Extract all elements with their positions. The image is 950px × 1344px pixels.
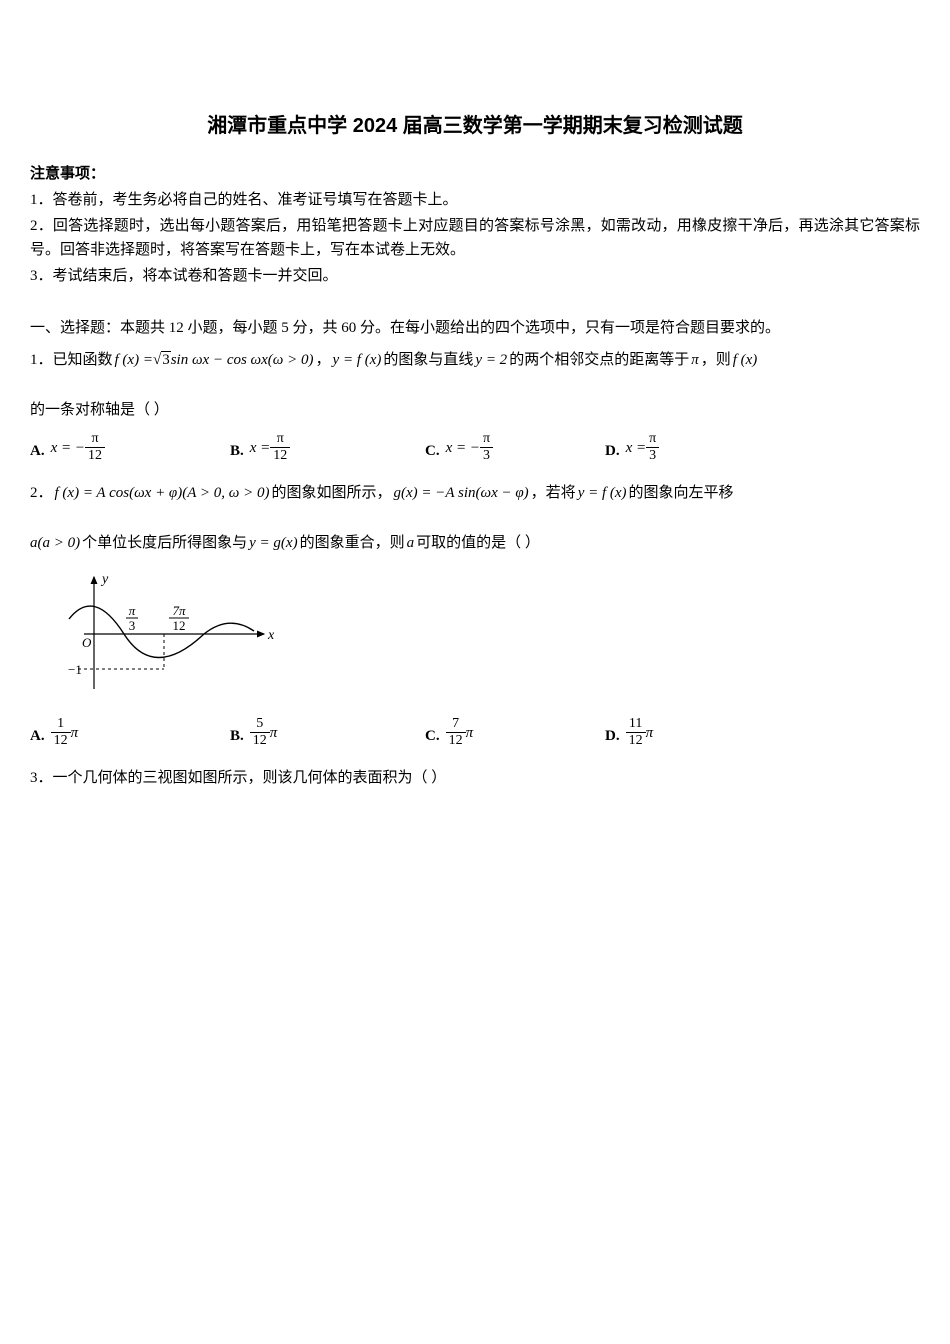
graph-y-label: y xyxy=(100,572,109,587)
q1-expr1: f (x) = 3 sin ωx − cos ωx(ω > 0) xyxy=(115,348,314,372)
q1-option-b: B. x = π12 xyxy=(230,432,425,463)
q1-sep1: ， xyxy=(316,348,331,372)
q2-sep3: 的图象向左平移 xyxy=(629,481,734,505)
q2-options: A. 112 π B. 512 π C. 712 π D. 1112 π xyxy=(30,717,920,748)
q2-optA-label: A. xyxy=(30,724,45,748)
q2-line2-mid3: 可取的值的是（ ） xyxy=(416,531,540,555)
q3-text: 3．一个几何体的三视图如图所示，则该几何体的表面积为（ ） xyxy=(30,766,920,790)
q2-sep1: 的图象如图所示， xyxy=(271,481,391,505)
graph-origin: O xyxy=(82,635,92,650)
notice-item-2: 2．回答选择题时，选出每小题答案后，用铅笔把答题卡上对应题目的答案标号涂黑，如需… xyxy=(30,214,920,262)
q2-line2-expr1: a(a > 0) xyxy=(30,531,80,555)
q2-option-c: C. 712 π xyxy=(425,717,605,748)
graph-x-label: x xyxy=(267,628,274,643)
question-2: 2． f (x) = A cos(ωx + φ)(A > 0, ω > 0) 的… xyxy=(30,481,920,748)
q1-option-d: D. x = π3 xyxy=(605,432,745,463)
q1-optC-label: C. xyxy=(425,439,440,463)
q2-option-b: B. 512 π xyxy=(230,717,425,748)
q1-optA-label: A. xyxy=(30,439,45,463)
q2-optD-label: D. xyxy=(605,724,620,748)
graph-neg1: −1 xyxy=(68,662,82,677)
q2-expr1: f (x) = A cos(ωx + φ)(A > 0, ω > 0) xyxy=(55,481,270,505)
q2-option-d: D. 1112 π xyxy=(605,717,745,748)
q1-optB-label: B. xyxy=(230,439,244,463)
notice-item-1: 1．答卷前，考生务必将自己的姓名、准考证号填写在答题卡上。 xyxy=(30,188,920,212)
q2-line2-mid1: 个单位长度后所得图象与 xyxy=(82,531,247,555)
q1-expr3: y = 2 xyxy=(475,348,507,372)
notice-item-3: 3．考试结束后，将本试卷和答题卡一并交回。 xyxy=(30,264,920,288)
q2-expr3: y = f (x) xyxy=(578,481,627,505)
q1-expr2: y = f (x) xyxy=(333,348,382,372)
q2-graph: y x O −1 π 3 7π 12 xyxy=(54,569,920,707)
page-title: 湘潭市重点中学 2024 届高三数学第一学期期末复习检测试题 xyxy=(30,110,920,142)
graph-tick2-den: 12 xyxy=(173,618,186,633)
q1-sep4: ，则 xyxy=(701,348,731,372)
q2-optB-label: B. xyxy=(230,724,244,748)
q1-expr4: π xyxy=(691,348,699,372)
graph-tick1-den: 3 xyxy=(129,618,136,633)
q2-sep2: ，若将 xyxy=(531,481,576,505)
question-3: 3．一个几何体的三视图如图所示，则该几何体的表面积为（ ） xyxy=(30,766,920,790)
q1-line2: 的一条对称轴是（ ） xyxy=(30,398,920,422)
section-1-heading: 一、选择题：本题共 12 小题，每小题 5 分，共 60 分。在每小题给出的四个… xyxy=(30,316,920,340)
notice-heading: 注意事项： xyxy=(30,162,920,186)
q1-sep2: 的图象与直线 xyxy=(383,348,473,372)
q1-sep3: 的两个相邻交点的距离等于 xyxy=(509,348,689,372)
q1-optD-label: D. xyxy=(605,439,620,463)
q2-line2-expr2: y = g(x) xyxy=(249,531,297,555)
q2-lead: 2． xyxy=(30,481,53,505)
graph-tick2-num: 7π xyxy=(172,603,186,618)
q2-expr2: g(x) = −A sin(ωx − φ) xyxy=(393,481,528,505)
question-1: 1．已知函数 f (x) = 3 sin ωx − cos ωx(ω > 0) … xyxy=(30,348,920,463)
graph-tick1-num: π xyxy=(129,603,136,618)
q2-line2-var: a xyxy=(407,531,415,555)
q1-option-c: C. x = − π3 xyxy=(425,432,605,463)
q2-line2-mid2: 的图象重合，则 xyxy=(300,531,405,555)
q1-option-a: A. x = − π12 xyxy=(30,432,230,463)
q1-expr5: f (x) xyxy=(733,348,758,372)
q1-lead: 1．已知函数 xyxy=(30,348,113,372)
q2-option-a: A. 112 π xyxy=(30,717,230,748)
q1-options: A. x = − π12 B. x = π12 C. x = − π3 D. x… xyxy=(30,432,920,463)
q2-optC-label: C. xyxy=(425,724,440,748)
